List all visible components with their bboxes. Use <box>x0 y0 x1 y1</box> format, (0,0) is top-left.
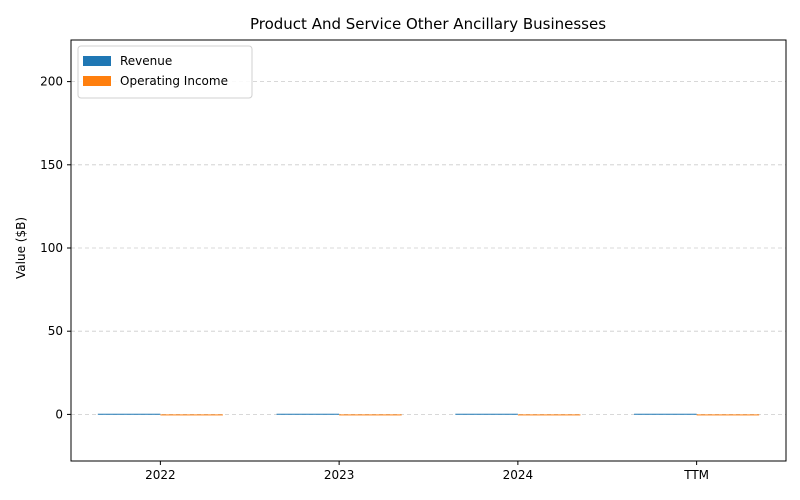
bar-operating-income-2024 <box>517 414 581 416</box>
bar-operating-income-2023 <box>339 414 402 416</box>
legend-label: Operating Income <box>120 74 228 88</box>
plot-frame <box>70 39 787 462</box>
x-tick-label: 2024 <box>503 468 534 482</box>
axes-layer: 0 50 100 150 200 2022 2023 2024 TTM <box>40 39 787 482</box>
y-axis-title: Value ($B) <box>14 217 28 279</box>
legend-swatch <box>83 56 111 66</box>
bar-revenue-2024 <box>455 413 518 415</box>
y-tick-label: 150 <box>40 158 63 172</box>
grid-layer <box>71 81 786 415</box>
y-tick-label: 100 <box>40 241 63 255</box>
legend-swatch <box>83 76 111 86</box>
legend-label: Revenue <box>120 54 172 68</box>
bar-revenue-2022 <box>97 413 161 415</box>
bars-layer <box>97 413 760 416</box>
y-tick-label: 200 <box>40 75 63 89</box>
y-tick-label: 50 <box>48 324 63 338</box>
legend: Revenue Operating Income <box>77 45 253 99</box>
bar-revenue-ttm <box>634 413 697 415</box>
x-tick-label: 2022 <box>145 468 176 482</box>
x-tick-label: TTM <box>683 468 709 482</box>
bar-operating-income-ttm <box>696 414 760 416</box>
y-tick-label: 0 <box>55 407 63 421</box>
legend-box <box>77 45 253 99</box>
bar-operating-income-2022 <box>160 414 223 416</box>
bar-revenue-2023 <box>276 413 340 415</box>
x-tick-label: 2023 <box>324 468 355 482</box>
chart-title: Product And Service Other Ancillary Busi… <box>250 15 606 33</box>
